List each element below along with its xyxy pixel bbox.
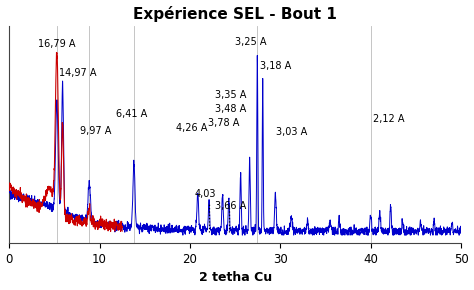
- Text: 3,25 A: 3,25 A: [235, 37, 267, 47]
- Text: 3,03 A: 3,03 A: [276, 127, 307, 137]
- X-axis label: 2 tetha Cu: 2 tetha Cu: [199, 271, 272, 284]
- Text: 2,12 A: 2,12 A: [374, 114, 405, 124]
- Text: 4,03: 4,03: [194, 188, 216, 199]
- Text: 9,97 A: 9,97 A: [80, 126, 111, 136]
- Text: 3,18 A: 3,18 A: [260, 61, 291, 71]
- Text: 3,66 A: 3,66 A: [215, 201, 246, 211]
- Text: 16,79 A: 16,79 A: [38, 39, 76, 49]
- Text: 4,26 A: 4,26 A: [176, 123, 208, 133]
- Text: 6,41 A: 6,41 A: [116, 109, 147, 119]
- Text: 3,48 A: 3,48 A: [215, 104, 246, 114]
- Text: 3,78 A: 3,78 A: [208, 118, 239, 128]
- Title: Expérience SEL - Bout 1: Expérience SEL - Bout 1: [133, 6, 337, 21]
- Text: 14,97 A: 14,97 A: [59, 68, 96, 78]
- Text: 3,35 A: 3,35 A: [215, 90, 246, 100]
